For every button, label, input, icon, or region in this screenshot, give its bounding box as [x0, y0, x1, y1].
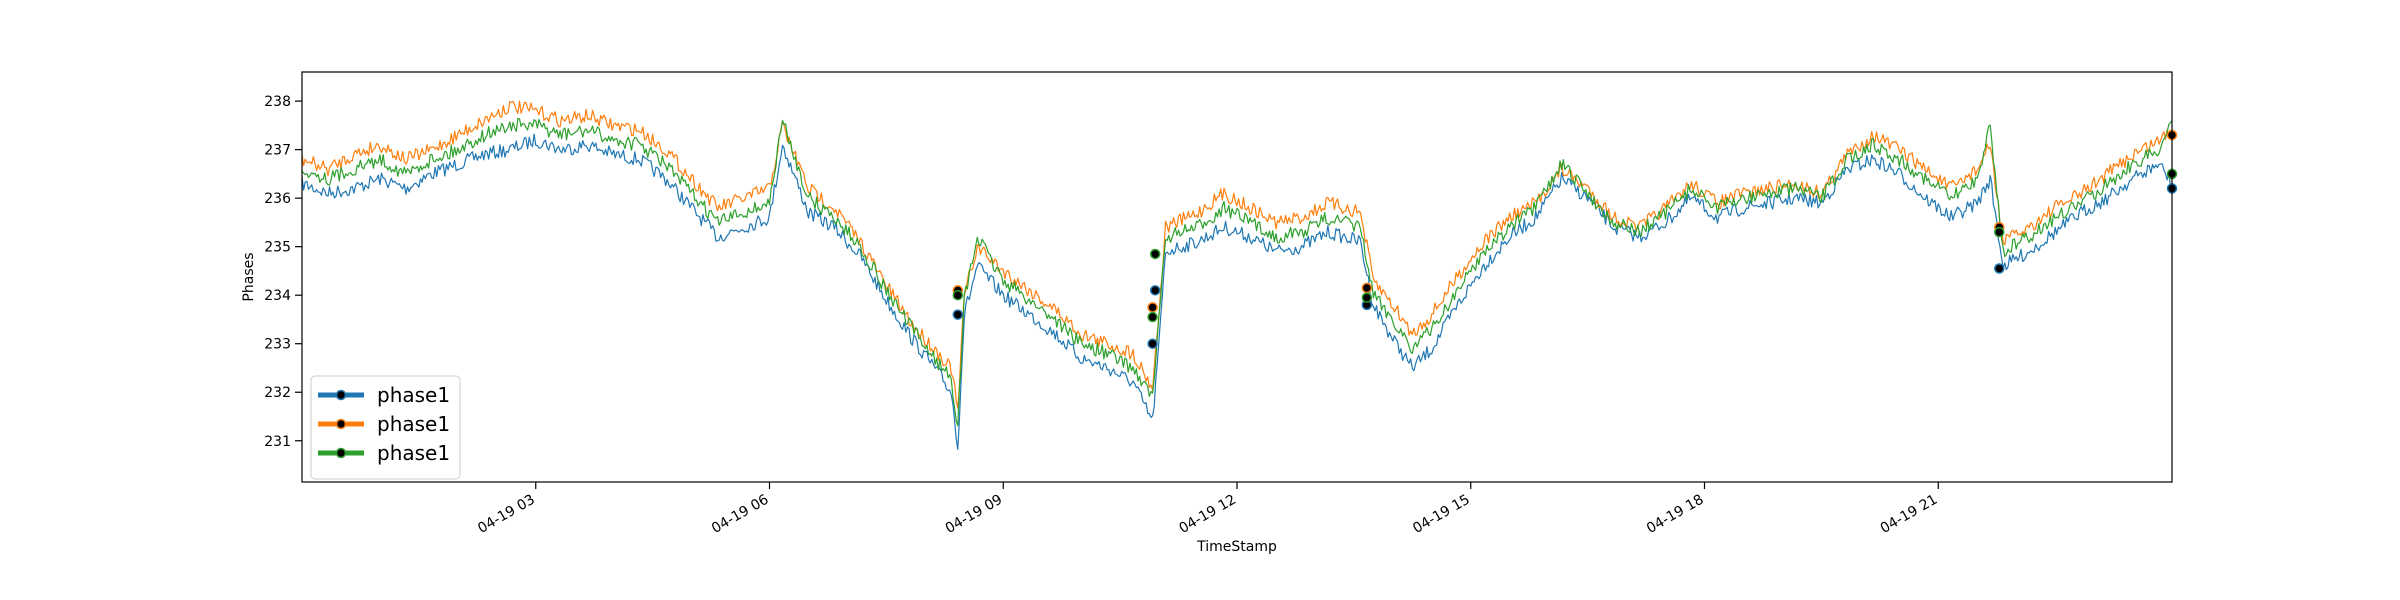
- series-2-marker: [1361, 282, 1373, 294]
- series-3-marker: [1149, 248, 1161, 260]
- series-1-marker: [1994, 263, 2005, 274]
- series-layer: [302, 100, 2172, 450]
- series-1-marker: [1149, 285, 1161, 296]
- y-tick-label: 237: [264, 143, 291, 159]
- y-axis-label: Phases: [241, 252, 257, 301]
- series-line-1: [302, 133, 2172, 450]
- x-tick-label: 04-19 12: [1176, 492, 1239, 537]
- plot-area-frame: [301, 71, 2173, 483]
- y-axis: 231 232 233 234 235 236 237 238: [264, 94, 302, 450]
- x-tick-label: 04-19 21: [1878, 492, 1941, 537]
- series-1-marker: [1147, 338, 1158, 349]
- series-2-marker: [1147, 302, 1158, 313]
- legend-swatch-marker: [335, 389, 347, 401]
- x-axis: 04-19 03 04-19 06 04-19 09 04-19 12 04-19 15…: [475, 482, 1940, 537]
- x-tick-label: 04-19 15: [1410, 492, 1473, 537]
- y-tick-label: 233: [264, 337, 291, 353]
- series-3-marker: [952, 289, 964, 301]
- series-3-marker: [1147, 311, 1158, 323]
- legend-label: phase1: [377, 412, 450, 436]
- y-tick-label: 232: [264, 385, 291, 401]
- y-tick-label: 235: [264, 240, 291, 256]
- legend-swatch-marker: [335, 447, 347, 459]
- series-3-marker: [1361, 292, 1373, 303]
- legend-label: phase1: [377, 441, 450, 465]
- x-tick-label: 04-19 03: [475, 492, 538, 537]
- x-tick-label: 04-19 09: [943, 492, 1006, 537]
- series-line-2: [302, 100, 2172, 409]
- marker-layer: [952, 129, 2178, 349]
- series-1-marker: [952, 309, 964, 320]
- series-3-marker: [1994, 226, 2005, 238]
- y-tick-label: 234: [264, 288, 291, 304]
- y-tick-label: 236: [264, 191, 291, 207]
- x-axis-label: TimeStamp: [1196, 539, 1277, 555]
- series-line-3: [302, 117, 2172, 427]
- legend-label: phase1: [377, 383, 450, 407]
- legend-swatch-marker: [335, 418, 347, 430]
- x-tick-label: 04-19 18: [1644, 492, 1707, 537]
- y-tick-label: 231: [264, 434, 291, 450]
- legend: phase1 phase1 phase1: [310, 375, 461, 480]
- y-tick-label: 238: [264, 94, 291, 110]
- x-tick-label: 04-19 06: [709, 492, 772, 537]
